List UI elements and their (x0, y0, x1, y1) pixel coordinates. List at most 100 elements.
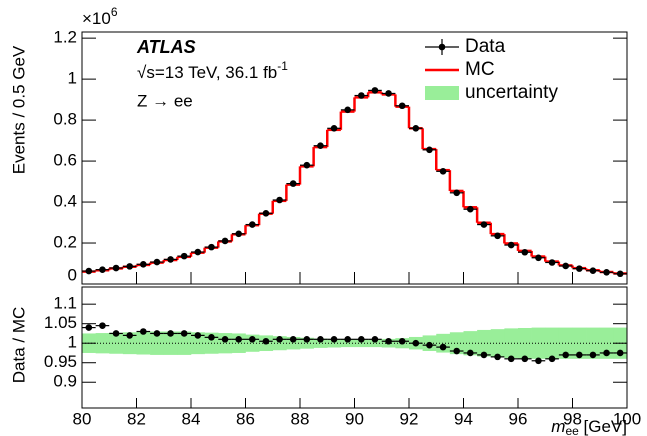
ratio-point (467, 349, 474, 357)
multiplier-exp: 6 (111, 5, 118, 19)
x-tick-label: 80 (73, 409, 92, 428)
y-tick-label: 0.95 (44, 352, 77, 371)
uncertainty-band (572, 327, 587, 359)
ratio-point (616, 349, 624, 357)
data-point (99, 266, 106, 273)
x-tick-label: 92 (400, 409, 419, 428)
data-point (412, 124, 420, 132)
data-point (494, 232, 501, 240)
uncertainty-band (449, 332, 464, 355)
y-tick-label: 0.8 (53, 110, 77, 129)
x-tick-label: 100 (613, 409, 641, 428)
y-tick-label: 0.6 (53, 151, 77, 170)
uncertainty-band (340, 339, 355, 348)
data-point (616, 270, 624, 278)
x-tick-label: 98 (563, 409, 582, 428)
ratio-point (140, 328, 147, 335)
uncertainty-band (191, 332, 205, 355)
data-point (208, 243, 215, 251)
legend-label: Data (465, 36, 506, 57)
data-point (330, 124, 338, 132)
data-point (467, 205, 474, 213)
ratio-point (235, 336, 242, 343)
ratio-point (576, 351, 583, 359)
ratio-point (276, 336, 283, 343)
data-point (426, 146, 433, 154)
data-point (180, 252, 188, 260)
data-point (371, 87, 379, 94)
ratio-point (126, 332, 133, 339)
ratio-point (412, 339, 420, 347)
ratio-point (194, 332, 202, 339)
data-point (480, 221, 488, 228)
ratio-point (507, 355, 515, 363)
multiplier-base: ×10 (82, 9, 111, 28)
ratio-point (344, 336, 351, 343)
uncertainty-band (436, 333, 451, 353)
data-point (153, 258, 161, 266)
data-point (317, 142, 324, 150)
y-tick-label: 1.05 (44, 313, 77, 332)
y-tick-label: 0.2 (53, 233, 77, 252)
data-point (221, 237, 229, 245)
x-tick-label: 90 (345, 409, 364, 428)
y-tick-label: 1 (68, 333, 77, 352)
y-tick-label: 1.1 (53, 294, 77, 313)
energy-label: √s=13 TeV, 36.1 fb-1 (137, 59, 288, 82)
uncertainty-band (218, 333, 233, 354)
data-point (126, 263, 133, 270)
data-point (249, 221, 256, 228)
legend-data-marker (438, 43, 446, 51)
data-point (303, 161, 311, 169)
uncertainty-band (286, 336, 301, 350)
ratio-point (330, 336, 338, 343)
x-axis-title: mee [GeV] (551, 417, 627, 436)
uncertainty-band (368, 339, 383, 348)
data-point (358, 92, 365, 99)
ratio-point (589, 351, 597, 359)
y-tick-label: 0.9 (53, 372, 77, 391)
x-tick-label: 84 (182, 409, 201, 428)
y-tick-label: 1.2 (53, 28, 77, 47)
data-point (344, 106, 351, 114)
y-tick-label: 0 (68, 265, 77, 284)
ratio-point (112, 330, 120, 337)
ratio-point (167, 330, 174, 337)
data-point (276, 196, 283, 204)
uncertainty-band (95, 333, 110, 354)
data-point (140, 261, 147, 268)
x-title-var: m (551, 417, 565, 436)
data-point (85, 267, 93, 275)
data-point (589, 267, 597, 274)
data-point (576, 265, 583, 272)
ratio-point (562, 351, 569, 359)
ratio-point (303, 336, 311, 343)
data-point (385, 90, 392, 97)
x-tick-label: 86 (236, 409, 255, 428)
atlas-label: ATLAS (136, 37, 196, 57)
data-point (398, 102, 406, 110)
frame (81, 31, 628, 285)
data-point (603, 269, 610, 276)
x-tick-label: 88 (291, 409, 310, 428)
ratio-point (426, 341, 433, 349)
y-tick-label: 0.4 (53, 192, 77, 211)
ratio-point (385, 337, 392, 345)
ratio-point (398, 337, 406, 345)
ratio-point (262, 337, 270, 345)
data-point (439, 168, 447, 175)
uncertainty-band (122, 332, 137, 355)
legend-band (425, 86, 459, 100)
uncertainty-band (518, 327, 532, 359)
ratio-point (371, 336, 379, 343)
data-point (507, 241, 515, 249)
multiplier: ×106 (82, 5, 118, 28)
ratio-point (153, 330, 161, 337)
x-title-unit: [GeV] (579, 417, 627, 436)
ratio-point (548, 355, 556, 363)
ratio-point (358, 336, 365, 343)
data-point (562, 262, 569, 270)
uncertainty-band (136, 331, 151, 355)
uncertainty-band (586, 327, 601, 359)
y-axis-title: Events / 0.5 GeV (9, 45, 28, 174)
